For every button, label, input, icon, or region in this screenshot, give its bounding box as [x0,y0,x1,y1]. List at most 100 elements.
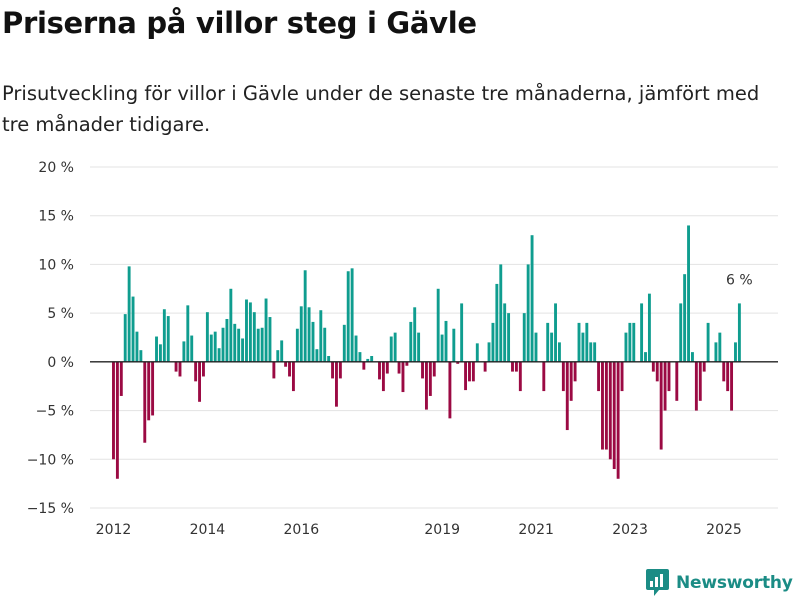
bar [256,328,260,362]
bar [468,361,471,382]
bar [378,361,381,380]
bar [706,322,710,362]
bar [276,350,280,362]
bar [632,322,636,362]
bar [413,307,417,362]
bar [295,328,299,362]
bar [166,316,170,362]
bar [698,361,702,401]
newsworthy-logo: Newsworthy [645,568,793,597]
y-tick-label: 15 % [38,209,74,225]
x-tick-label: 2025 [706,522,742,538]
bar [448,361,452,419]
bar [557,342,561,362]
bar [624,332,628,362]
y-tick-label: 0 % [47,355,74,371]
bar [237,328,241,362]
bar [667,361,671,392]
bar [139,350,143,362]
bar [589,342,593,362]
bar [424,361,428,410]
bar [432,361,436,377]
bar [511,361,514,372]
bar [268,317,272,362]
bar [389,336,393,362]
x-tick-label: 2019 [424,522,460,538]
bar [264,298,268,362]
bar [663,361,667,411]
bar [444,320,448,362]
y-tick-label: 10 % [38,257,74,273]
bar [491,322,495,362]
bar [327,356,331,362]
bar [127,266,131,362]
bar [393,332,397,362]
bar [675,361,679,401]
bar [608,361,612,460]
bar [593,342,597,362]
newsworthy-logo-icon [646,569,669,596]
bar [147,361,151,421]
bar [659,361,663,450]
bar [350,268,354,362]
bar [550,332,554,362]
bar [475,343,479,362]
bar [213,331,217,362]
bar [554,303,557,362]
bar [119,361,123,396]
bar [397,361,401,374]
bar-chart: −15 %−10 %−5 %0 %5 %10 %15 %20 % 2012 201… [27,160,778,538]
bar [612,361,616,470]
bar [323,327,327,362]
bar [573,361,577,382]
bar [354,335,358,362]
bar [112,361,115,460]
bar [683,274,687,362]
bar [358,352,362,362]
bar [730,361,734,411]
bar [209,334,213,362]
bar [241,338,245,362]
bar [202,361,205,377]
bar [311,321,315,362]
bar [186,305,190,362]
bar [158,344,162,362]
bar [135,331,139,362]
bar [495,283,499,362]
bar [221,327,225,362]
bar [651,361,655,372]
bar [338,361,342,379]
bar [737,303,741,362]
bar [252,312,256,362]
x-tick-label: 2023 [612,522,648,538]
bar [577,322,581,362]
bar [569,361,573,401]
bar [123,314,127,362]
bar [601,361,604,450]
bar [178,361,182,377]
bar [217,348,221,362]
bar [417,332,421,362]
bar [722,361,726,382]
bar [581,332,585,362]
x-tick-label: 2016 [284,522,320,538]
bar [409,321,413,362]
bar [487,342,491,362]
bar [421,361,424,379]
bar [644,352,647,362]
bar [174,361,178,372]
x-tick-label: 2014 [190,522,226,538]
y-tick-label: −10 % [27,452,74,468]
bar [155,336,158,362]
bar [162,309,166,362]
bar [464,361,468,391]
bar [483,361,487,372]
bar [385,361,389,374]
bar [405,361,409,366]
bar [260,327,264,362]
x-tick-label: 2012 [96,522,132,538]
bar [647,293,651,362]
y-tick-label: −15 % [27,501,74,517]
bar [565,361,569,431]
bar [628,322,632,362]
